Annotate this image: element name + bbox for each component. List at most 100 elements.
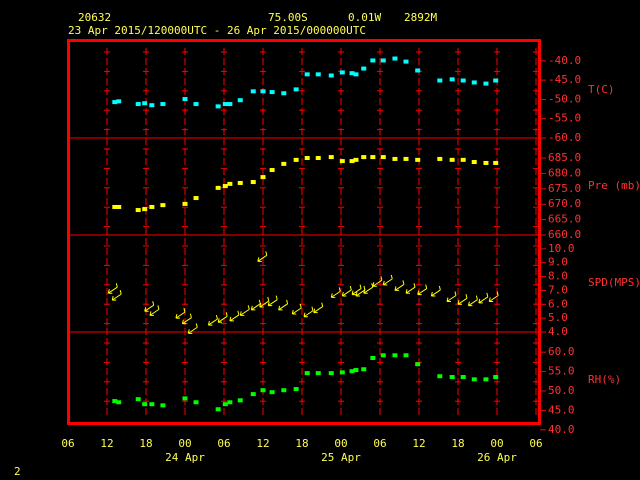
y-tick-label: 4.0 xyxy=(548,325,568,338)
data-point xyxy=(449,375,455,380)
data-point xyxy=(460,375,466,380)
data-point xyxy=(380,155,386,160)
latitude: 75.00S xyxy=(268,11,308,24)
data-point xyxy=(380,353,386,358)
wind-barb xyxy=(207,314,218,326)
data-point xyxy=(437,374,443,379)
data-point xyxy=(250,89,256,94)
data-point xyxy=(392,56,398,61)
longitude: 0.01W xyxy=(348,11,381,24)
data-point xyxy=(437,156,443,161)
panel-label: RH(%) xyxy=(588,373,621,386)
wind-barb xyxy=(355,285,366,297)
data-point xyxy=(483,377,489,382)
y-tick-label: 8.0 xyxy=(548,270,568,283)
wind-barb xyxy=(111,290,122,301)
data-point xyxy=(222,102,228,107)
data-point xyxy=(237,180,243,185)
data-point xyxy=(222,402,228,407)
x-tick-label: 18 xyxy=(451,437,464,450)
wind-barb xyxy=(363,283,374,294)
x-tick-label: 12 xyxy=(100,437,113,450)
y-tick-label: 9.0 xyxy=(548,256,568,269)
wind-barb xyxy=(175,308,186,319)
data-point xyxy=(260,388,266,393)
data-point xyxy=(328,371,334,376)
data-point xyxy=(222,184,228,189)
page-number: 2 xyxy=(14,465,21,478)
data-point xyxy=(260,89,266,94)
data-point xyxy=(304,156,310,161)
x-tick-label: 12 xyxy=(412,437,425,450)
data-point xyxy=(281,388,287,393)
panel-label: T(C) xyxy=(588,83,615,96)
data-point xyxy=(415,68,421,73)
data-point xyxy=(116,400,122,405)
y-tick-label: -50.0 xyxy=(548,92,581,105)
wind-barb xyxy=(405,283,416,294)
wind-barb xyxy=(372,276,383,287)
wind-barb xyxy=(278,299,289,311)
data-point xyxy=(142,101,148,106)
data-point xyxy=(182,396,188,401)
y-tick-label: -45.0 xyxy=(548,73,581,86)
data-point xyxy=(112,204,118,209)
data-point xyxy=(415,362,421,367)
wind-barb xyxy=(417,284,428,296)
data-point xyxy=(250,392,256,397)
y-tick-label: 10.0 xyxy=(548,242,575,255)
data-point xyxy=(403,156,409,161)
y-tick-label: -55.0 xyxy=(548,112,581,125)
data-point xyxy=(471,160,477,165)
wind-barb xyxy=(291,303,302,315)
data-point xyxy=(349,71,355,76)
x-tick-label: 12 xyxy=(256,437,269,450)
y-tick-label: 55.0 xyxy=(548,365,575,378)
data-point xyxy=(193,400,199,405)
data-point xyxy=(215,104,221,109)
data-point xyxy=(269,390,275,395)
wind-barb xyxy=(144,301,155,312)
data-point xyxy=(215,407,221,412)
data-point xyxy=(149,402,155,407)
panel-label: SPD(MPS) xyxy=(588,276,640,289)
wind-barb xyxy=(313,302,324,314)
data-point xyxy=(328,155,334,160)
x-tick-label: 00 xyxy=(178,437,191,450)
data-point xyxy=(227,102,233,107)
y-tick-label: 675.0 xyxy=(548,182,581,195)
data-point xyxy=(281,91,287,96)
data-point xyxy=(449,157,455,162)
x-tick-label: 00 xyxy=(334,437,347,450)
wind-barb xyxy=(239,305,250,316)
data-point xyxy=(353,72,359,77)
x-tick-label: 18 xyxy=(295,437,308,450)
wind-barb xyxy=(259,296,270,308)
data-point xyxy=(237,98,243,103)
data-point xyxy=(339,159,345,164)
data-point xyxy=(449,77,455,82)
data-point xyxy=(142,207,148,212)
y-tick-label: 680.0 xyxy=(548,166,581,179)
data-point xyxy=(135,208,141,213)
wind-barb xyxy=(250,299,261,311)
data-point xyxy=(149,204,155,209)
x-tick-label: 00 xyxy=(490,437,503,450)
y-tick-label: 45.0 xyxy=(548,403,575,416)
data-point xyxy=(149,103,155,108)
wind-barb xyxy=(181,313,192,325)
data-point xyxy=(142,402,148,407)
data-point xyxy=(135,102,141,107)
period: 23 Apr 2015/120000UTC - 26 Apr 2015/0000… xyxy=(68,24,366,37)
data-point xyxy=(460,78,466,83)
date-label: 25 Apr xyxy=(321,451,361,464)
data-point xyxy=(215,185,221,190)
elevation: 2892M xyxy=(404,11,437,24)
wind-barb xyxy=(478,292,489,304)
wind-barb xyxy=(394,280,405,291)
wind-barb xyxy=(488,291,499,303)
data-point xyxy=(116,99,122,104)
data-point xyxy=(250,180,256,185)
station-id: 20632 xyxy=(78,11,111,24)
